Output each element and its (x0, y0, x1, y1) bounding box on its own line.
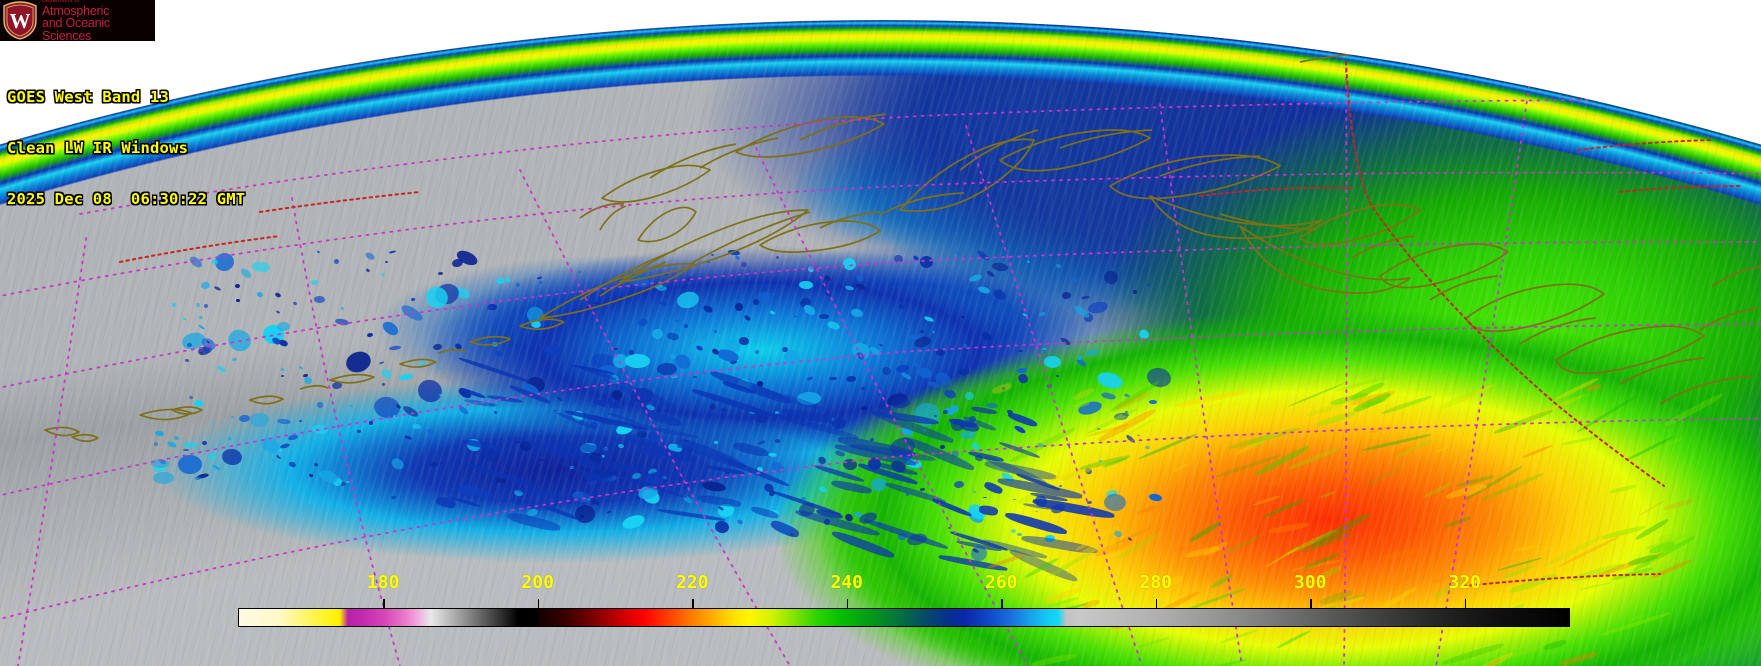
colorbar-tick-label: 300 (1293, 572, 1327, 593)
logo-name-line-1: Atmospheric (42, 3, 110, 18)
product-timestamp: 2025 Dec 08 06:30:22 GMT (7, 190, 246, 208)
colorbar-tick (692, 599, 694, 608)
product-title-line-1: GOES West Band 13 (7, 88, 170, 106)
colorbar-tick (1464, 599, 1467, 608)
colorbar-tick (1001, 599, 1003, 608)
product-title-line-2: Clean LW IR Windows (7, 139, 189, 157)
colorbar-tick (537, 599, 540, 608)
product-annotation: GOES West Band 13 Clean LW IR Windows 20… (7, 55, 245, 242)
colorbar-tick (1155, 599, 1158, 608)
colorbar: 180 200 220 240 260 280 300 320 (238, 572, 1570, 627)
colorbar-tick (846, 599, 849, 608)
colorbar-tick-label: 180 (366, 572, 400, 593)
colorbar-tick-label: 260 (984, 572, 1018, 593)
colorbar-tick (383, 599, 385, 608)
colorbar-tick (1310, 599, 1312, 608)
uw-crest-icon: W (3, 1, 37, 40)
colorbar-tick-label: 320 (1448, 572, 1482, 593)
svg-text:W: W (10, 9, 31, 33)
colorbar-tick-label: 240 (830, 572, 863, 593)
colorbar-tick-label: 280 (1139, 572, 1172, 593)
uw-aos-logo: W Department of Atmospheric and Oceanic … (0, 0, 155, 41)
colorbar-gradient (238, 608, 1570, 627)
logo-text-block: Department of Atmospheric and Oceanic Sc… (42, 0, 155, 41)
logo-department-label: Department of (42, 0, 80, 4)
colorbar-tick-label: 200 (521, 572, 554, 593)
colorbar-tick-label: 220 (675, 572, 709, 593)
logo-name-line-2: and Oceanic Sciences (42, 16, 110, 41)
